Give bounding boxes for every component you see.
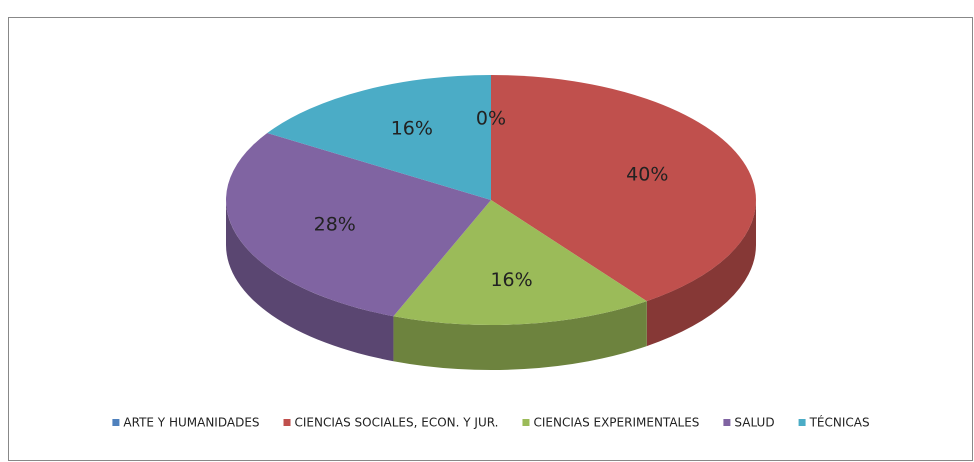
legend-label: TÉCNICAS	[809, 415, 870, 430]
slice	[225, 133, 492, 317]
legend-swatch	[522, 419, 530, 426]
legend-swatch	[798, 419, 806, 426]
data-label: 0%	[476, 107, 506, 129]
legend-label: CIENCIAS EXPERIMENTALES	[533, 416, 699, 430]
slice	[491, 75, 756, 302]
data-label: 28%	[314, 214, 356, 236]
slice-side	[393, 301, 647, 370]
legend-swatch	[283, 419, 291, 426]
data-label: 16%	[391, 117, 433, 139]
legend-label: CIENCIAS SOCIALES, ECON. Y JUR.	[295, 416, 499, 430]
data-label: 16%	[490, 269, 532, 291]
legend-label: SALUD	[734, 416, 774, 430]
legend-label: ARTE Y HUMANIDADES	[123, 416, 259, 430]
slice-side	[226, 200, 394, 362]
legend-swatch	[723, 419, 731, 426]
legend-swatch	[112, 419, 120, 426]
slice	[393, 200, 647, 325]
slice	[267, 75, 491, 200]
data-label: 40%	[626, 163, 668, 185]
slice-side	[646, 200, 756, 347]
